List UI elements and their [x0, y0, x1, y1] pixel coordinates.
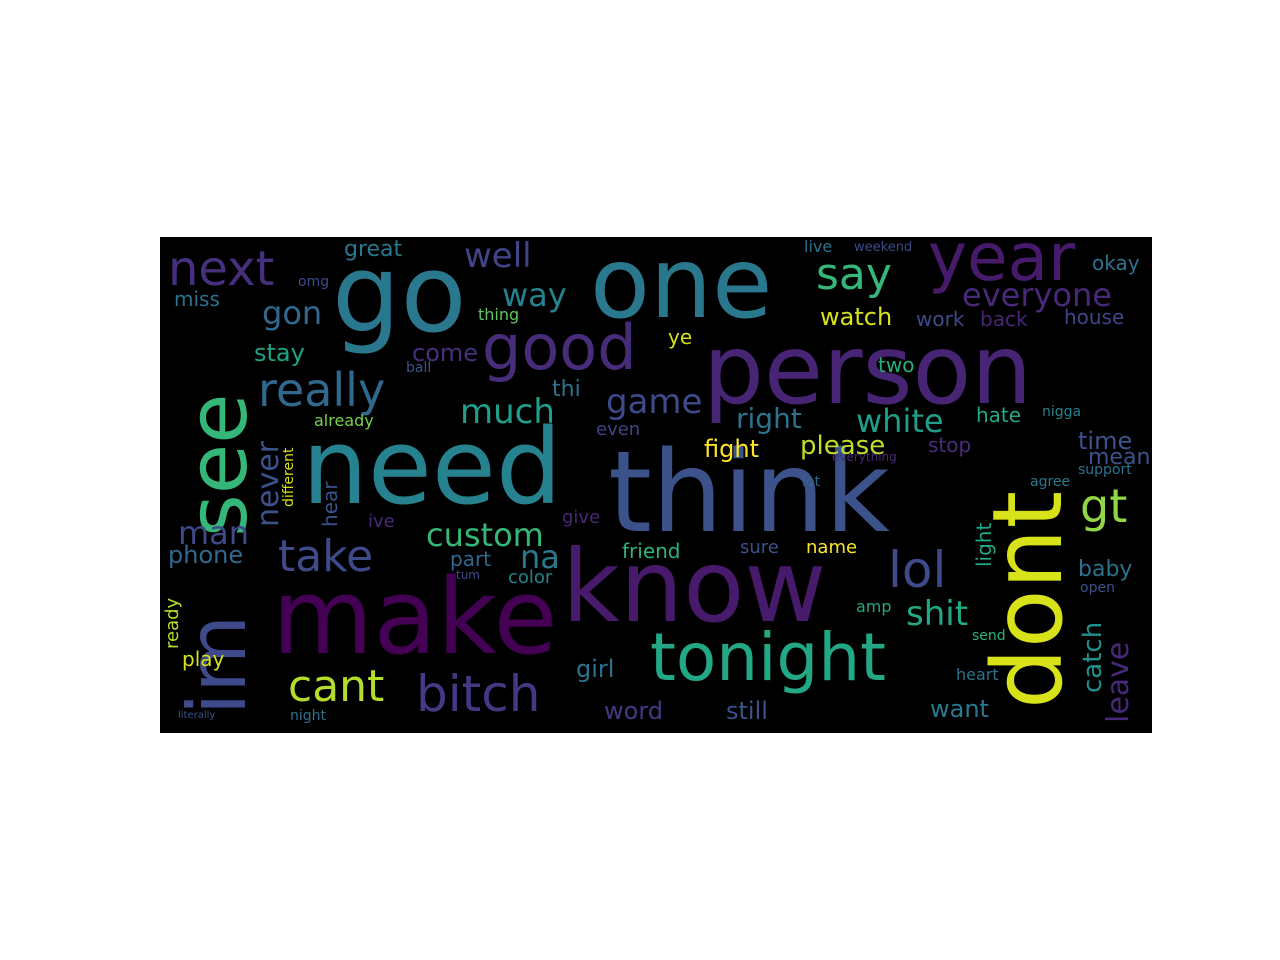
word-okay: okay [1092, 251, 1140, 275]
word-right: right [736, 402, 802, 435]
word-ball: ball [406, 360, 432, 376]
word-already: already [314, 411, 374, 430]
word-time: time [1078, 427, 1133, 455]
word-house: house [1064, 305, 1125, 329]
word-need: need [302, 406, 562, 528]
word-hear: hear [318, 481, 342, 527]
word-sure: sure [740, 537, 779, 558]
word-omg: omg [298, 274, 330, 290]
word-cloud: person think make know need one go see d… [160, 237, 1152, 733]
word-make: make [272, 556, 558, 678]
word-play: play [182, 647, 225, 671]
word-light: light [972, 522, 996, 567]
word-thi: thi [552, 377, 581, 402]
word-catch: catch [1078, 621, 1108, 693]
word-even: even [596, 419, 641, 440]
word-leave: leave [1101, 641, 1136, 723]
word-good: good [482, 311, 637, 384]
word-amp: amp [856, 597, 892, 616]
word-heart: heart [956, 665, 999, 684]
word-baby: baby [1078, 557, 1133, 582]
word-ready: ready [162, 597, 183, 649]
word-na: na [520, 538, 560, 576]
word-open: open [1080, 580, 1115, 596]
word-say: say [816, 249, 892, 300]
word-think: think [608, 428, 890, 558]
word-different: different [281, 447, 297, 507]
word-still: still [726, 697, 768, 725]
word-tonight: tonight [650, 619, 887, 696]
word-way: way [502, 276, 567, 314]
word-ive: ive [368, 511, 395, 532]
word-great: great [344, 237, 403, 262]
word-one: one [590, 237, 773, 341]
word-hate: hate [976, 403, 1022, 427]
word-name: name [806, 537, 858, 558]
word-take: take [278, 531, 374, 582]
word-word: word [604, 697, 663, 725]
word-part: part [450, 547, 492, 571]
word-lot: lot [802, 474, 820, 490]
word-ye: ye [668, 325, 693, 349]
word-game: game [606, 382, 703, 422]
word-please: please [800, 431, 886, 461]
word-two: two [878, 353, 915, 377]
word-stay: stay [254, 339, 305, 367]
word-lol: lol [888, 541, 947, 599]
word-shit: shit [906, 594, 969, 634]
word-person: person [703, 314, 1033, 426]
word-live: live [804, 237, 833, 256]
word-everything: everything [832, 450, 897, 464]
word-literally: literally [178, 710, 216, 721]
word-stop: stop [928, 433, 972, 457]
word-agree: agree [1030, 474, 1071, 490]
word-want: want [930, 695, 989, 723]
word-go: go [332, 237, 467, 357]
word-give: give [562, 507, 601, 528]
word-back: back [980, 307, 1028, 331]
word-night: night [290, 708, 327, 724]
word-gt: gt [1080, 479, 1128, 533]
word-everyone: everyone [962, 276, 1112, 314]
word-phone: phone [168, 541, 244, 569]
word-thing: thing [478, 305, 520, 324]
word-custom: custom [426, 516, 544, 554]
word-friend: friend [622, 539, 681, 563]
word-much: much [460, 392, 555, 432]
word-work: work [916, 307, 965, 331]
word-miss: miss [174, 287, 220, 311]
word-bitch: bitch [416, 665, 541, 723]
word-send: send [972, 628, 1006, 644]
word-support: support [1078, 462, 1132, 478]
word-gon: gon [262, 294, 323, 332]
word-tum: tum [456, 568, 480, 582]
word-year: year [928, 237, 1076, 296]
word-cant: cant [288, 661, 385, 712]
word-weekend: weekend [854, 240, 913, 255]
word-white: white [856, 402, 944, 440]
word-next: next [168, 241, 275, 297]
word-color: color [508, 567, 553, 588]
word-fight: fight [704, 435, 759, 463]
word-girl: girl [576, 655, 615, 683]
word-watch: watch [820, 303, 893, 331]
word-well: well [464, 237, 532, 276]
word-mean: mean [1088, 445, 1151, 470]
word-come: come [412, 339, 479, 367]
word-nigga: nigga [1042, 404, 1082, 420]
word-man: man [178, 514, 250, 552]
word-never: never [251, 440, 286, 527]
word-know: know [562, 528, 827, 645]
word-really: really [258, 363, 386, 417]
